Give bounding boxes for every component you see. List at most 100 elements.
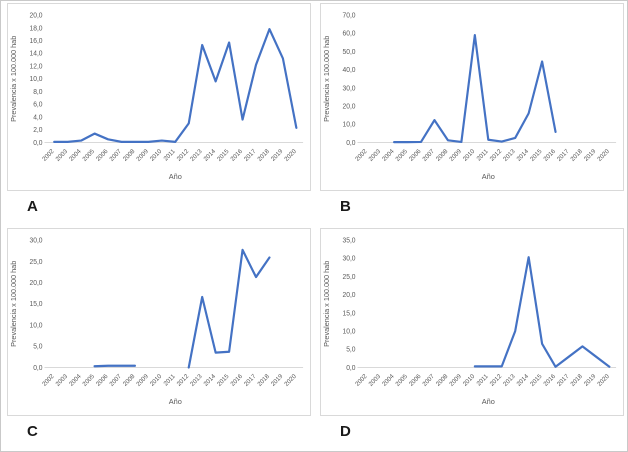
x-tick-label: 2014 bbox=[203, 148, 218, 163]
y-tick-label: 15,0 bbox=[342, 310, 355, 317]
x-tick-label: 2015 bbox=[529, 373, 544, 388]
x-tick-label: 2008 bbox=[435, 148, 450, 163]
x-tick-label: 2007 bbox=[108, 148, 123, 163]
x-tick-label: 2016 bbox=[542, 148, 557, 163]
line-chart-b: 0,0 10,0 20,0 30,0 40,0 50,0 60,0 70,0 Prevalenc… bbox=[322, 12, 617, 181]
y-axis-title: Prevalencia x 100.000 hab bbox=[322, 261, 331, 347]
x-tick-label: 2017 bbox=[556, 373, 571, 388]
x-tick-label: 2020 bbox=[596, 148, 611, 163]
chart-cell-a: 0,0 2,0 4,0 6,0 8,0 10,0 12,0 14,0 16,0 18,0 20,0 P… bbox=[1, 1, 314, 226]
x-tick-label: 2013 bbox=[502, 148, 517, 163]
chart-cell-c: 0,0 5,0 10,0 15,0 20,0 25,0 30,0 Prevalencia x … bbox=[1, 226, 314, 451]
x-tick-label: 2005 bbox=[394, 373, 409, 388]
x-tick-label: 2020 bbox=[283, 373, 298, 388]
y-tick-label: 18,0 bbox=[29, 25, 42, 32]
x-tick-label: 2018 bbox=[569, 373, 584, 388]
x-tick-label: 2016 bbox=[229, 373, 244, 388]
x-tick-label: 2002 bbox=[41, 373, 56, 388]
y-tick-label: 0,0 bbox=[346, 365, 356, 372]
x-tick-label: 2012 bbox=[489, 373, 504, 388]
data-series-line bbox=[53, 28, 298, 143]
x-tick-label: 2010 bbox=[149, 373, 164, 388]
x-tick-label: 2002 bbox=[354, 148, 369, 163]
y-tick-label: 0,0 bbox=[346, 140, 356, 147]
data-series-line bbox=[187, 248, 271, 369]
x-tick-label: 2009 bbox=[448, 373, 463, 388]
x-tick-label: 2002 bbox=[41, 148, 56, 163]
y-tick-label: 4,0 bbox=[33, 114, 43, 121]
y-tick-label: 40,0 bbox=[342, 67, 355, 74]
x-tick-label: 2018 bbox=[256, 373, 271, 388]
x-tick-label: 2012 bbox=[176, 373, 191, 388]
y-tick-label: 16,0 bbox=[29, 38, 42, 45]
panel-label-b: B bbox=[340, 198, 351, 215]
x-tick-label: 2004 bbox=[68, 148, 83, 163]
x-tick-label: 2004 bbox=[381, 148, 396, 163]
line-chart-a: 0,0 2,0 4,0 6,0 8,0 10,0 12,0 14,0 16,0 18,0 20,0 P… bbox=[9, 12, 304, 181]
x-axis-title: Año bbox=[169, 397, 182, 406]
x-tick-label: 2003 bbox=[368, 373, 383, 388]
x-tick-label: 2007 bbox=[421, 148, 436, 163]
x-tick-label: 2004 bbox=[68, 373, 83, 388]
y-tick-label: 20,0 bbox=[29, 12, 42, 19]
y-tick-label: 5,0 bbox=[33, 344, 43, 351]
x-tick-label: 2019 bbox=[583, 373, 598, 388]
x-tick-label: 2009 bbox=[448, 148, 463, 163]
x-tick-label: 2011 bbox=[162, 373, 177, 388]
y-tick-label: 35,0 bbox=[342, 237, 355, 244]
line-chart-c: 0,0 5,0 10,0 15,0 20,0 25,0 30,0 Prevalencia x … bbox=[9, 237, 304, 406]
x-tick-label: 2016 bbox=[229, 148, 244, 163]
y-tick-label: 0,0 bbox=[33, 365, 43, 372]
x-tick-label: 2006 bbox=[95, 373, 110, 388]
x-tick-label: 2003 bbox=[55, 148, 70, 163]
x-tick-label: 2009 bbox=[135, 148, 150, 163]
y-tick-label: 25,0 bbox=[29, 259, 42, 266]
x-tick-label: 2016 bbox=[542, 373, 557, 388]
x-axis-title: Año bbox=[482, 172, 495, 181]
x-tick-label: 2008 bbox=[122, 373, 137, 388]
x-tick-label: 2006 bbox=[408, 373, 423, 388]
y-tick-label: 5,0 bbox=[346, 347, 356, 354]
line-chart-d: 0,0 5,0 10,0 15,0 20,0 25,0 30,0 35,0 Prevalenci… bbox=[322, 237, 617, 406]
x-tick-label: 2014 bbox=[203, 373, 218, 388]
y-tick-label: 6,0 bbox=[33, 102, 43, 109]
y-axis-title: Prevalencia x 100.000 hab bbox=[9, 36, 18, 122]
chart-panel-b: 0,0 10,0 20,0 30,0 40,0 50,0 60,0 70,0 Prevalenc… bbox=[320, 3, 624, 191]
x-tick-label: 2015 bbox=[529, 148, 544, 163]
x-tick-label: 2015 bbox=[216, 148, 231, 163]
x-tick-label: 2010 bbox=[462, 373, 477, 388]
x-tick-label: 2008 bbox=[435, 373, 450, 388]
y-tick-label: 25,0 bbox=[342, 274, 355, 281]
x-tick-label: 2019 bbox=[583, 148, 598, 163]
x-tick-label: 2008 bbox=[122, 148, 137, 163]
x-tick-label: 2018 bbox=[256, 148, 271, 163]
x-tick-label: 2011 bbox=[162, 148, 177, 163]
y-tick-label: 10,0 bbox=[29, 322, 42, 329]
x-tick-label: 2019 bbox=[270, 373, 285, 388]
x-tick-label: 2009 bbox=[135, 373, 150, 388]
x-tick-label: 2003 bbox=[55, 373, 70, 388]
x-tick-label: 2011 bbox=[475, 373, 490, 388]
y-tick-label: 10,0 bbox=[342, 328, 355, 335]
y-tick-label: 30,0 bbox=[29, 237, 42, 244]
data-series-line bbox=[473, 256, 611, 368]
panel-label-a: A bbox=[27, 198, 38, 215]
chart-cell-b: 0,0 10,0 20,0 30,0 40,0 50,0 60,0 70,0 Prevalenc… bbox=[314, 1, 627, 226]
y-tick-label: 20,0 bbox=[342, 103, 355, 110]
y-tick-label: 30,0 bbox=[342, 85, 355, 92]
x-tick-label: 2019 bbox=[270, 148, 285, 163]
y-tick-label: 8,0 bbox=[33, 89, 43, 96]
x-tick-label: 2003 bbox=[368, 148, 383, 163]
y-tick-label: 15,0 bbox=[29, 301, 42, 308]
y-tick-label: 10,0 bbox=[342, 122, 355, 129]
x-tick-label: 2012 bbox=[176, 148, 191, 163]
y-tick-label: 12,0 bbox=[29, 63, 42, 70]
chart-panel-d: 0,0 5,0 10,0 15,0 20,0 25,0 30,0 35,0 Prevalenci… bbox=[320, 228, 624, 416]
chart-panel-a: 0,0 2,0 4,0 6,0 8,0 10,0 12,0 14,0 16,0 18,0 20,0 P… bbox=[7, 3, 311, 191]
x-tick-label: 2010 bbox=[149, 148, 164, 163]
panel-label-c: C bbox=[27, 423, 38, 440]
y-tick-label: 2,0 bbox=[33, 127, 43, 134]
y-tick-label: 70,0 bbox=[342, 12, 355, 19]
x-tick-label: 2014 bbox=[516, 148, 531, 163]
